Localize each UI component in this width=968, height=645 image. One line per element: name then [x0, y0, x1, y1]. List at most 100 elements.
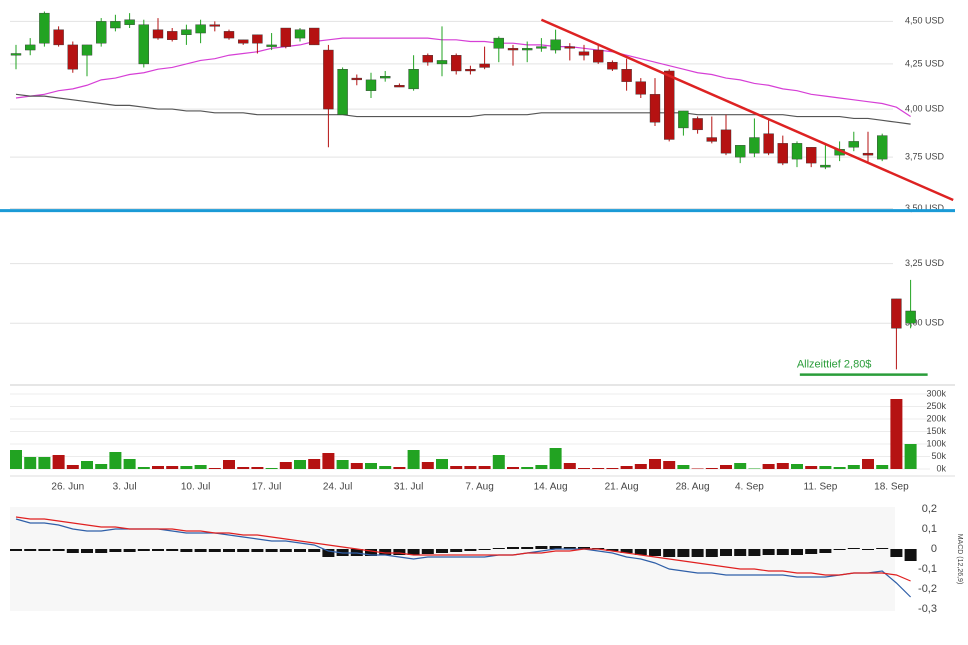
histogram-bar	[606, 549, 619, 551]
candle-body	[891, 298, 902, 329]
candle-body	[380, 76, 391, 79]
volume-bar	[294, 460, 306, 469]
volume-bar	[819, 466, 832, 469]
volume-bar	[365, 463, 377, 469]
x-tick-label: 28. Aug	[676, 482, 710, 493]
volume-bar	[578, 468, 590, 469]
volume-bar	[634, 464, 647, 469]
histogram-bar	[705, 549, 718, 557]
y-tick-label: 4,00 USD	[905, 103, 945, 113]
volume-bar	[208, 468, 221, 469]
histogram-bar	[535, 546, 548, 549]
histogram-bar	[180, 549, 193, 552]
volume-bar	[10, 450, 22, 469]
candle-body	[323, 49, 334, 110]
histogram-bar	[81, 549, 93, 553]
volume-bar	[450, 466, 463, 469]
histogram-bar	[208, 549, 221, 552]
histogram-bar	[279, 549, 292, 552]
candle-body	[25, 44, 36, 51]
volume-bar	[166, 466, 179, 469]
volume-bar	[677, 465, 690, 469]
y-tick-label: 300k	[926, 388, 946, 398]
x-tick-label: 18. Sep	[874, 482, 909, 493]
histogram-bar	[38, 549, 51, 551]
macd-line	[15, 516, 911, 582]
volume-bar	[904, 444, 917, 469]
y-tick-label: 0	[931, 543, 937, 555]
candle-body	[53, 29, 64, 46]
histogram-bar	[379, 549, 392, 555]
volume-bar	[407, 450, 420, 469]
candle-body	[309, 27, 320, 46]
macd-background	[10, 507, 895, 611]
histogram-bar	[776, 549, 789, 555]
volume-bar	[137, 467, 150, 469]
x-tick-label: 3. Jul	[113, 482, 137, 493]
volume-bar	[507, 467, 519, 469]
y-tick-label: 50k	[931, 451, 946, 461]
volume-bar	[194, 465, 207, 469]
histogram-bar	[24, 549, 37, 551]
volume-bar	[833, 467, 846, 469]
histogram-bar	[166, 549, 179, 551]
histogram-bar	[805, 549, 818, 554]
y-tick-label: 3,00 USD	[905, 318, 945, 328]
moving-average	[15, 37, 911, 118]
candle-body	[905, 310, 916, 324]
candle-body	[195, 24, 206, 34]
candle-body	[408, 69, 419, 90]
candle-body	[550, 39, 561, 51]
histogram-bar	[507, 547, 519, 549]
histogram-bar	[649, 549, 661, 556]
volume-bar	[223, 460, 235, 469]
candle-body	[280, 27, 291, 47]
candle-body	[862, 152, 874, 156]
volume-bar	[535, 465, 548, 469]
candle-body	[536, 46, 547, 49]
candle-body	[237, 39, 249, 44]
y-tick-label: -0,3	[918, 603, 937, 615]
candle-body	[365, 79, 377, 91]
histogram-bar	[137, 549, 150, 551]
histogram-bar	[492, 548, 505, 549]
y-tick-label: 4,50 USD	[905, 16, 945, 26]
candle-body	[564, 46, 575, 49]
volume-bar	[24, 457, 37, 469]
histogram-bar	[152, 549, 164, 551]
histogram-bar	[620, 549, 633, 553]
candle-body	[877, 135, 888, 160]
candle-body	[95, 21, 107, 44]
candle-body	[649, 94, 661, 123]
volume-bar	[322, 453, 335, 469]
histogram-bar	[521, 547, 534, 549]
candle-body	[138, 24, 150, 65]
volume-bar	[436, 459, 448, 469]
volume-bar	[563, 463, 576, 469]
macd-line	[15, 518, 912, 598]
volume-bar	[109, 452, 122, 469]
candle-body	[791, 143, 803, 160]
moving-average	[15, 93, 911, 125]
histogram-bar	[237, 549, 250, 552]
candle-body	[749, 137, 760, 154]
candle-body	[720, 129, 732, 154]
candle-body	[110, 21, 121, 29]
candle-body	[451, 55, 462, 72]
y-tick-label: -0,1	[918, 563, 937, 575]
volume-bar	[52, 455, 65, 469]
candle-body	[209, 24, 221, 27]
candle-body	[777, 143, 788, 164]
candle-body	[507, 48, 519, 51]
volume-bar	[734, 463, 747, 469]
histogram-bar	[762, 549, 775, 555]
volume-bar	[350, 463, 363, 469]
volume-bar	[663, 461, 676, 469]
histogram-bar	[578, 547, 590, 549]
volume-bar	[38, 457, 51, 469]
histogram-bar	[663, 549, 676, 557]
volume-bar	[776, 463, 789, 469]
candle-body	[337, 69, 348, 115]
candle-body	[223, 31, 235, 39]
volume-bar	[237, 467, 250, 469]
